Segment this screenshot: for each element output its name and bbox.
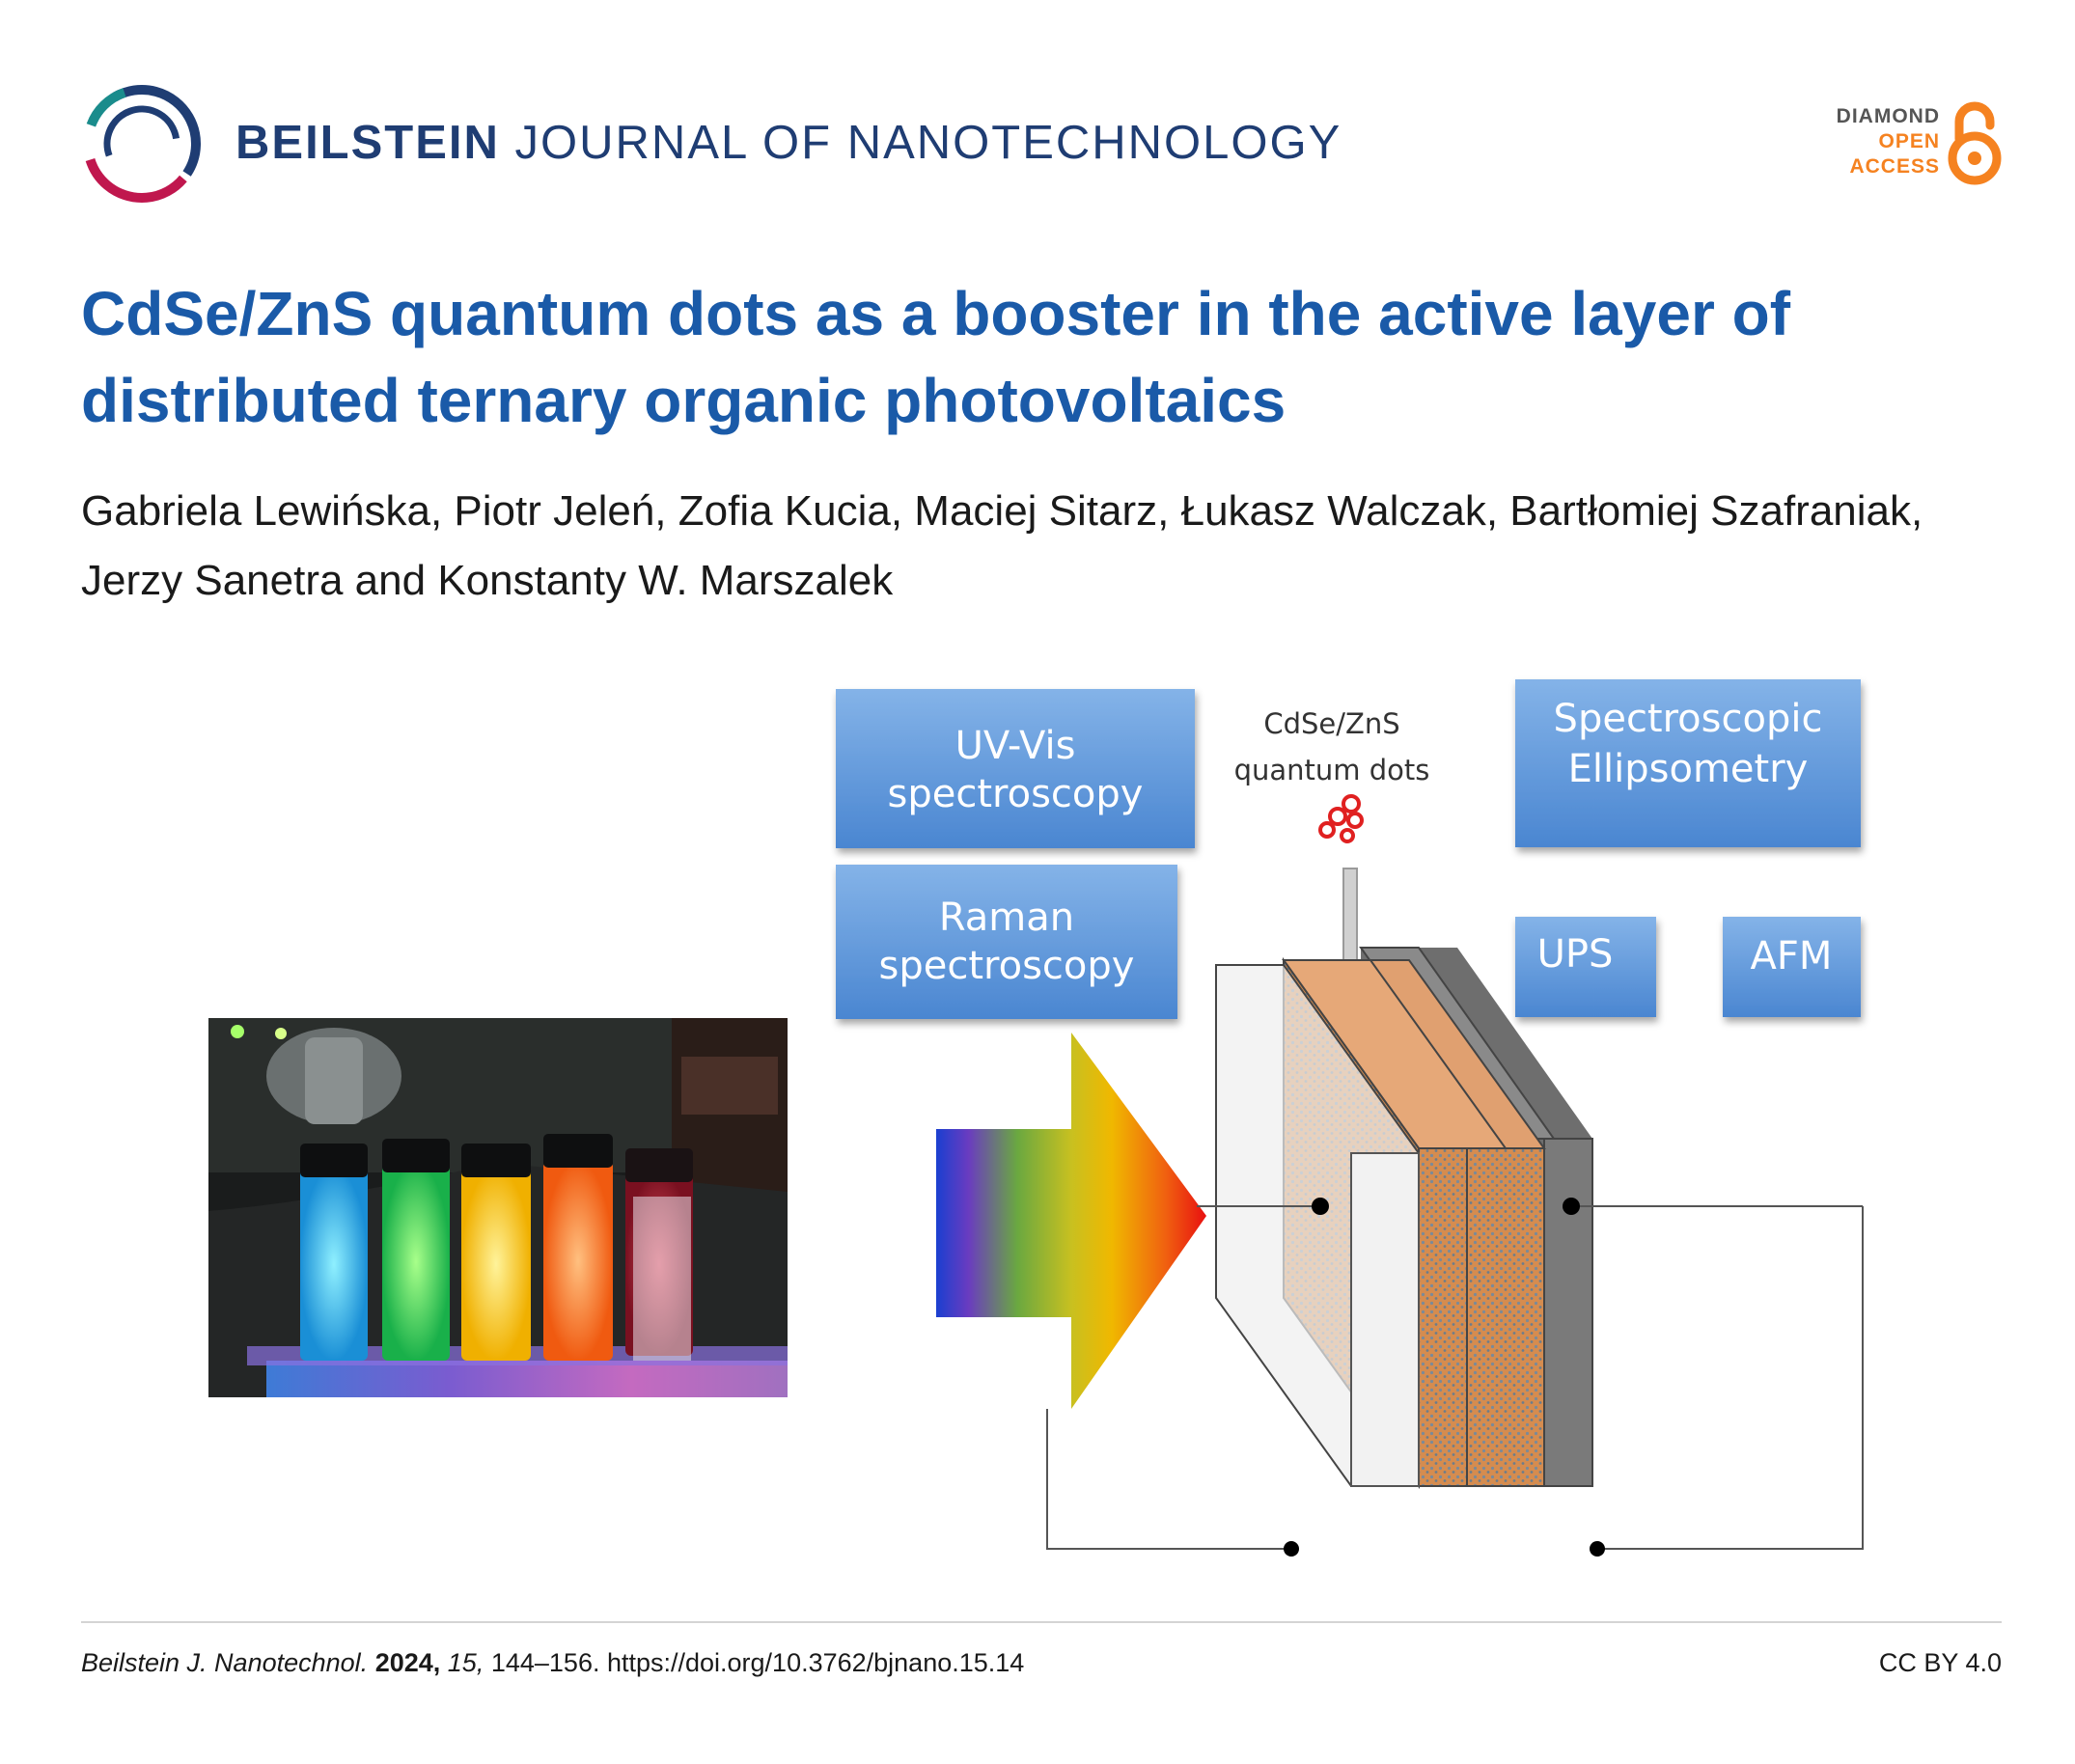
raman-label-1: Raman [939,896,1074,940]
terminal-dot-left [1284,1541,1299,1557]
ellipsometry-label-2: Ellipsometry [1568,747,1809,791]
journal-name-bold: BEILSTEIN [235,117,500,169]
ups-box: UPS [1515,917,1656,1017]
device-stack [1215,947,1593,1490]
open-access-line2: OPEN [1878,130,1940,152]
journal-name-rest: JOURNAL OF NANOTECHNOLOGY [514,117,1342,169]
journal-logo-icon [83,85,201,203]
license-label: CC BY 4.0 [1878,1648,2002,1677]
journal-abbrev: Beilstein J. Nanotechnol. [81,1648,369,1677]
vials-photo [208,1018,788,1397]
open-access-line1: DIAMOND [1836,105,1940,127]
quantum-dots-icon [1318,794,1364,843]
contact-dot-back [1563,1198,1580,1215]
raman-label-2: spectroscopy [879,944,1135,988]
citation-line: Beilstein J. Nanotechnol. 2024, 15, 144–… [81,1648,1024,1678]
citation-volume: 15, [447,1648,484,1677]
footer-divider [81,1621,2002,1623]
raman-box: Raman spectroscopy [836,865,1177,1019]
circuit [1046,1205,1864,1550]
ups-label: UPS [1537,932,1614,977]
qd-label-2: quantum dots [1234,754,1430,786]
afm-label: AFM [1751,934,1833,978]
contact-dot-front [1312,1198,1329,1215]
terminal-dot-right [1590,1541,1605,1557]
ellipsometry-label-1: Spectroscopic [1554,697,1823,741]
open-lock-icon [1948,101,2002,185]
citation-pages-doi[interactable]: 144–156. https://doi.org/10.3762/bjnano.… [490,1648,1025,1677]
light-spectrum-arrow [936,1033,1206,1409]
citation-year: 2024, [374,1648,441,1677]
qd-label-1: CdSe/ZnS [1263,707,1399,740]
open-access-line3: ACCESS [1849,155,1940,178]
open-access-badge: DIAMOND OPEN ACCESS [1766,104,1940,179]
afm-box: AFM [1723,917,1861,1017]
uv-vis-label-1: UV-Vis [955,724,1076,768]
article-title: CdSe/ZnS quantum dots as a booster in th… [81,279,1791,435]
ellipsometry-box: Spectroscopic Ellipsometry [1515,679,1861,847]
uv-vis-box: UV-Vis spectroscopy [836,689,1195,848]
graphical-abstract-diagram: UV-Vis spectroscopy Raman spectroscopy S… [836,679,1864,1557]
author-list: Gabriela Lewińska, Piotr Jeleń, Zofia Ku… [81,487,1923,604]
journal-name: BEILSTEIN JOURNAL OF NANOTECHNOLOGY [235,116,1342,170]
uv-vis-label-2: spectroscopy [888,772,1144,816]
